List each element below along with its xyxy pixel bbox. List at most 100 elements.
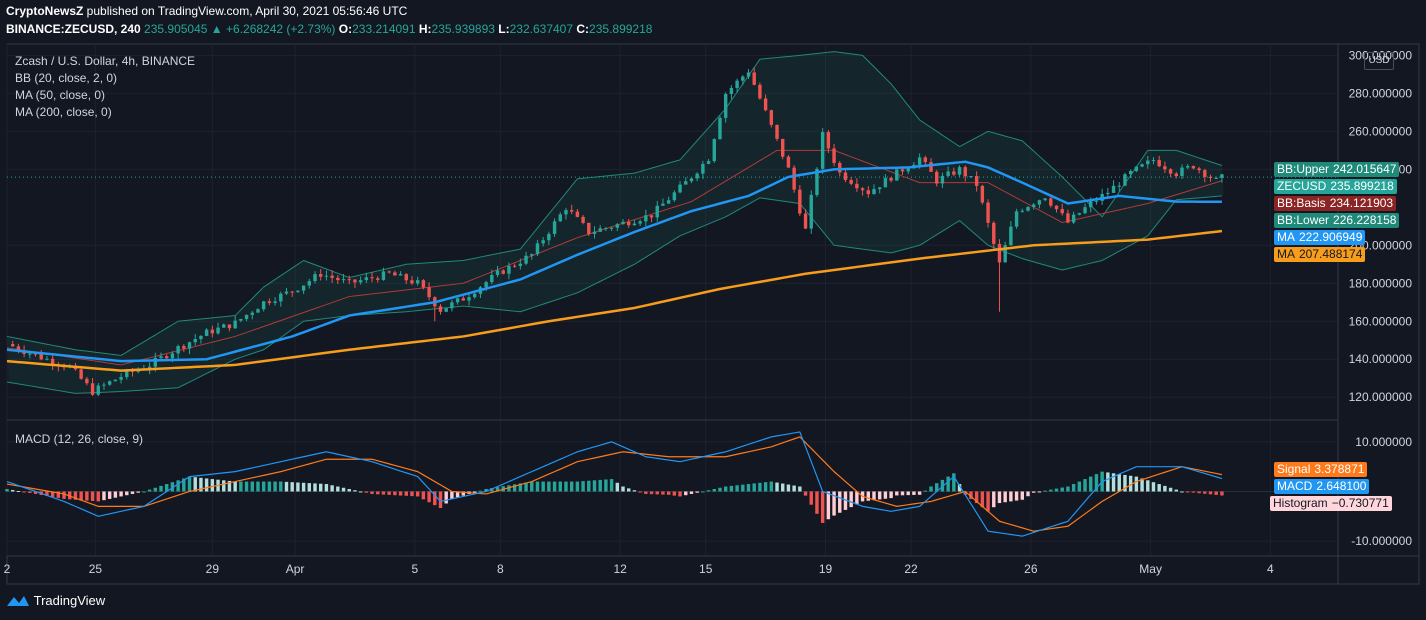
macd-histogram-bar <box>963 491 967 495</box>
candle-body <box>261 301 266 310</box>
macd-histogram-bar <box>427 491 431 503</box>
badge-bb-lower: BB:Lower 226.228158 <box>1274 213 1400 228</box>
tradingview-logo[interactable]: TradingView <box>6 592 105 612</box>
candle-body <box>301 285 306 291</box>
candle-body <box>279 293 283 302</box>
macd-histogram-bar <box>1191 491 1196 493</box>
last-price: 235.905045 <box>144 22 208 36</box>
low-value: 232.637407 <box>509 22 574 36</box>
candle-body <box>666 200 671 204</box>
macd-histogram-bar <box>638 491 642 493</box>
candle-body <box>1106 192 1110 195</box>
badge-zecusd-value: 235.899218 <box>1330 179 1394 193</box>
low-label: L: <box>498 22 510 36</box>
candle-body <box>906 168 910 172</box>
macd-histogram-bar <box>484 489 488 492</box>
candle-body <box>1077 213 1082 215</box>
macd-pane <box>5 431 1338 537</box>
macd-histogram-bar <box>655 491 659 495</box>
legend-ma50[interactable]: MA (50, close, 0) <box>15 88 106 102</box>
candle-body <box>45 358 49 360</box>
macd-histogram-bar <box>1089 476 1093 492</box>
candle-body <box>524 255 528 264</box>
candle-body <box>96 385 100 395</box>
legend-macd[interactable]: MACD (12, 26, close, 9) <box>15 432 144 446</box>
candle-body <box>490 274 494 283</box>
candle-body <box>473 293 477 298</box>
macd-histogram-bar <box>838 491 842 513</box>
candle-body <box>102 384 106 386</box>
candle-body <box>170 353 175 359</box>
macd-histogram-bar <box>119 491 123 497</box>
macd-histogram-bar <box>341 487 346 492</box>
candle-body <box>929 162 933 172</box>
macd-histogram-bar <box>735 485 739 492</box>
badge-bb-basis-name: BB:Basis <box>1277 196 1326 210</box>
macd-histogram-bar <box>980 491 985 508</box>
candle-body <box>421 280 426 288</box>
candle-body <box>900 169 905 172</box>
candle-body <box>992 222 996 244</box>
macd-histogram-bar <box>826 491 831 520</box>
candle-body <box>1214 177 1218 179</box>
macd-histogram-bar <box>883 491 888 499</box>
author-name[interactable]: CryptoNewsZ <box>6 4 84 18</box>
candle-body <box>512 265 517 267</box>
macd-histogram-bar <box>239 481 243 492</box>
candle-body <box>182 346 186 349</box>
close-label: C: <box>576 22 590 36</box>
candle-body <box>735 80 739 88</box>
macd-histogram-bar <box>929 486 933 492</box>
macd-histogram-bar <box>125 491 129 496</box>
macd-histogram-bar <box>495 487 500 492</box>
badge-bb-lower-name: BB:Lower <box>1277 213 1330 227</box>
macd-histogram-bar <box>256 481 260 492</box>
candle-body <box>746 72 751 77</box>
macd-histogram-bar <box>524 482 528 492</box>
macd-histogram-bar <box>900 491 905 496</box>
macd-histogram-bar <box>142 491 146 493</box>
macd-histogram-bar <box>877 491 882 500</box>
macd-histogram-bar <box>723 486 728 492</box>
macd-histogram-bar <box>1168 487 1173 492</box>
candle-body <box>1117 185 1121 187</box>
macd-histogram-bar <box>997 491 1002 504</box>
legend-bb[interactable]: BB (20, close, 2, 0) <box>15 71 118 85</box>
candle-body <box>1220 174 1224 178</box>
macd-histogram-bar <box>33 491 38 494</box>
macd-histogram-bar <box>946 476 950 492</box>
candle-body <box>176 346 180 354</box>
signal-line <box>6 436 1223 532</box>
macd-histogram-bar <box>1066 486 1070 492</box>
candle-body <box>1128 170 1133 175</box>
candle-body <box>940 175 945 184</box>
macd-histogram-bar <box>1083 479 1087 492</box>
legend-title[interactable]: Zcash / U.S. Dollar, 4h, BINANCE <box>15 54 196 68</box>
candle-body <box>917 157 922 165</box>
badge-macd-name: MACD <box>1277 479 1313 493</box>
macd-histogram-bar <box>798 486 802 492</box>
currency-label[interactable]: USD <box>1364 52 1394 70</box>
candle-body <box>1111 185 1116 193</box>
legend-ma200[interactable]: MA (200, close, 0) <box>15 105 112 119</box>
macd-histogram-bar <box>678 491 682 497</box>
macd-histogram-bar <box>592 480 597 492</box>
macd-histogram-bar <box>718 487 722 492</box>
candle-body <box>1203 170 1207 177</box>
candle-body <box>256 309 260 313</box>
candle-body <box>1168 169 1173 174</box>
candle-body <box>980 185 985 203</box>
macd-histogram-bar <box>22 491 26 493</box>
open-label: O: <box>338 22 353 36</box>
macd-histogram-bar <box>147 489 152 492</box>
candle-body <box>336 277 340 281</box>
macd-histogram-bar <box>1117 474 1121 492</box>
candle-body <box>752 72 756 85</box>
macd-histogram-bar <box>1037 491 1042 493</box>
candle-body <box>319 274 323 277</box>
macd-histogram-bar <box>28 491 32 493</box>
candle-body <box>569 210 574 212</box>
macd-histogram-bar <box>210 479 215 492</box>
time-tick-label: 26 <box>1024 562 1038 576</box>
